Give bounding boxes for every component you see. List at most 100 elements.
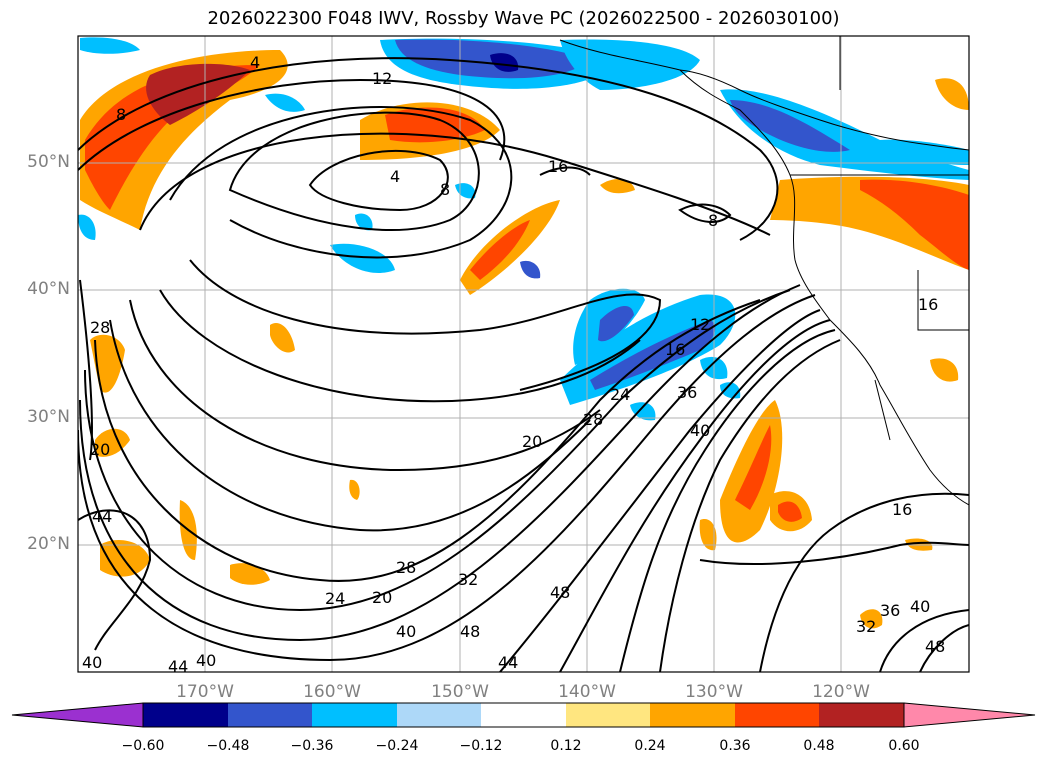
contour-label: 16 [665, 340, 685, 359]
colorbar-extend-low [11, 702, 144, 728]
contour-label: 40 [82, 653, 102, 672]
lon-label: 130°W [685, 682, 743, 702]
anomaly-patch [146, 63, 250, 125]
contour-label: 4 [250, 53, 260, 72]
anomaly-patch [699, 519, 717, 551]
contour-label: 40 [196, 651, 216, 670]
contour-label: 40 [910, 597, 930, 616]
lon-label: 120°W [812, 682, 870, 702]
colorbar-tick-label: 0.60 [888, 738, 920, 754]
contour-label: 28 [583, 410, 603, 429]
contours [78, 57, 969, 672]
anomaly-patch [85, 65, 260, 210]
anomaly-patch [560, 39, 700, 90]
contour-label: 32 [458, 570, 478, 589]
contour-label: 16 [892, 500, 912, 519]
anomaly-patch [630, 402, 656, 421]
colorbar-segment [735, 703, 819, 727]
colorbar-segment [143, 703, 228, 727]
anomaly-patch [735, 425, 772, 510]
colorbar-tick-label: −0.48 [206, 738, 250, 754]
contour-label: 20 [522, 432, 542, 451]
colorbar-tick-label: −0.12 [459, 738, 503, 754]
contour-label: 44 [168, 657, 188, 676]
contour-label: 8 [116, 105, 126, 124]
anomaly-patch [778, 501, 802, 522]
lat-label: 20°N [27, 534, 70, 554]
colorbar-frame [142, 702, 905, 728]
colorbar-segment [819, 703, 904, 727]
contour-label: 20 [90, 440, 110, 459]
contour-label: 16 [548, 157, 568, 176]
contour-label: 28 [396, 558, 416, 577]
contour-label: 48 [925, 637, 945, 656]
colorbar-segment [650, 703, 735, 727]
map-title: 2026022300 F048 IWV, Rossby Wave PC (202… [207, 8, 840, 29]
contour-label: 8 [708, 211, 718, 230]
anomaly-patch [95, 428, 130, 457]
colorbar-extend-high [903, 702, 1036, 728]
anomaly-patch [860, 609, 883, 629]
lon-label: 160°W [303, 682, 361, 702]
lat-label: 40°N [27, 279, 70, 299]
anomaly-patch [730, 100, 850, 152]
colorbar [11, 702, 1036, 728]
coastlines [559, 36, 969, 506]
graticule [78, 36, 969, 672]
colorbar-tick-label: 0.12 [550, 738, 582, 754]
lon-label: 170°W [176, 682, 234, 702]
contour-label: 24 [325, 589, 345, 608]
anomaly-patch [470, 220, 530, 280]
anomaly-patch [520, 260, 541, 279]
anomaly-patch [930, 358, 959, 382]
contour-label: 44 [92, 507, 112, 526]
contour-label: 40 [690, 421, 710, 440]
contour-label: 12 [690, 315, 710, 334]
anomaly-patch [598, 305, 634, 342]
colorbar-segment [566, 703, 650, 727]
contour-label: 12 [372, 69, 392, 88]
contour-labels: 4 12 8 4 8 16 8 16 12 16 24 28 36 40 20 … [82, 53, 945, 676]
contour-label: 4 [390, 167, 400, 186]
colorbar-segment [312, 703, 397, 727]
contour-label: 28 [90, 318, 110, 337]
anomaly-patch [330, 243, 395, 273]
contour-label: 32 [856, 617, 876, 636]
colorbar-tick-label: −0.24 [375, 738, 419, 754]
contour-label: 36 [880, 601, 900, 620]
colorbar-tick-label: −0.36 [290, 738, 334, 754]
colorbar-tick-label: 0.48 [803, 738, 835, 754]
contour-label: 8 [440, 180, 450, 199]
colorbar-tick-label: 0.24 [634, 738, 666, 754]
anomaly-patch [80, 37, 140, 54]
anomaly-patch [355, 213, 373, 231]
colorbar-segment [228, 703, 312, 727]
contour-label: 40 [396, 622, 416, 641]
anomaly-patch [880, 139, 969, 165]
contour-label: 24 [610, 385, 630, 404]
colorbar-tick-label: 0.36 [719, 738, 751, 754]
colorbar-segment [481, 703, 566, 727]
contour-label: 48 [550, 583, 570, 602]
anomaly-patch [270, 322, 295, 353]
lon-label: 140°W [558, 682, 616, 702]
anomaly-patch [935, 78, 969, 110]
anomaly-patch [600, 178, 635, 194]
contour-label: 20 [372, 588, 392, 607]
lat-label: 50°N [27, 152, 70, 172]
anomaly-patch [78, 214, 96, 240]
map-frame [77, 35, 970, 673]
colorbar-segment [397, 703, 481, 727]
anomaly-patch [860, 179, 969, 270]
anomaly-patch [265, 93, 305, 112]
contour-label: 48 [460, 622, 480, 641]
contour-label: 36 [677, 383, 697, 402]
contour-label: 16 [918, 295, 938, 314]
lon-label: 150°W [431, 682, 489, 702]
contour-label: 44 [498, 653, 518, 672]
colorbar-tick-label: −0.60 [121, 738, 165, 754]
lat-label: 30°N [27, 407, 70, 427]
anomaly-patch [490, 53, 519, 72]
anomaly-patch [349, 479, 360, 500]
